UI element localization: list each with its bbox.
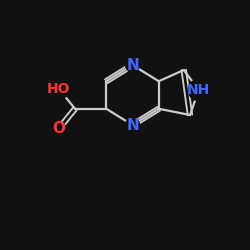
Circle shape — [52, 122, 66, 136]
Circle shape — [188, 80, 209, 100]
Text: NH: NH — [187, 83, 210, 97]
Text: N: N — [126, 118, 139, 132]
Circle shape — [126, 58, 140, 72]
Text: N: N — [126, 58, 139, 72]
Text: O: O — [52, 121, 65, 136]
Circle shape — [126, 118, 140, 132]
Circle shape — [48, 78, 69, 99]
Text: HO: HO — [47, 82, 70, 96]
